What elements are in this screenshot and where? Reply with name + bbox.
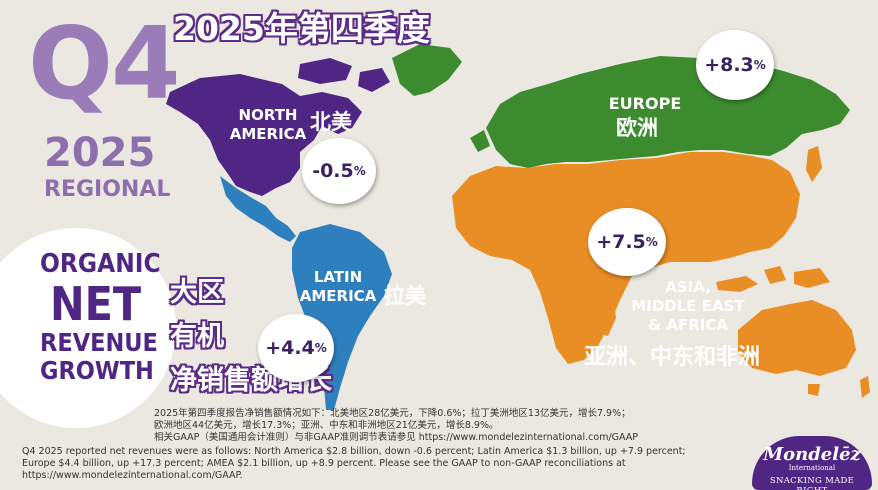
greenland-shape xyxy=(392,44,462,96)
na-name-line1: NORTH xyxy=(238,106,298,124)
page-title: 2025年第四季度 xyxy=(173,9,430,48)
regional-label: REGIONAL xyxy=(44,177,171,202)
central-america-shape xyxy=(220,176,296,242)
na-name-line2: AMERICA xyxy=(229,125,307,143)
region-zh-europe: 欧洲 xyxy=(616,116,658,140)
growth-bubble-latin-america: +4.4% xyxy=(258,314,334,382)
logo-subtitle: International xyxy=(788,464,836,472)
region-zh-latin-america: 拉美 xyxy=(384,284,426,308)
metric-line-growth: GROWTH xyxy=(40,356,154,385)
la-name-line2: AMERICA xyxy=(299,287,377,305)
footnote-en-line1: Q4 2025 reported net revenues were as fo… xyxy=(22,446,686,457)
footnote-english: Q4 2025 reported net revenues were as fo… xyxy=(22,446,722,482)
quarter-label: Q4 xyxy=(28,5,181,122)
region-label-europe: EUROPE xyxy=(608,94,682,113)
na-growth-unit: % xyxy=(353,164,366,178)
amea-name-line2: MIDDLE EAST xyxy=(631,297,745,315)
na-growth-value: -0.5 xyxy=(312,160,354,182)
logo-name: Mondelēz xyxy=(763,444,861,465)
metric-line-revenue: REVENUE xyxy=(40,328,158,357)
growth-bubble-amea: +7.5% xyxy=(588,208,666,276)
metric-disc xyxy=(0,228,176,428)
footnote-zh-line1: 2025年第四季度报告净销售额情况如下：北美地区28亿美元，下降0.6%；拉丁美… xyxy=(154,408,631,419)
region-zh-north-america: 北美 xyxy=(310,110,352,134)
metric-zh-line1: 大区 xyxy=(170,277,224,308)
footnote-zh-line3: 相关GAAP（美国通用会计准则）与非GAAP准则调节表请参见 https://w… xyxy=(154,432,638,443)
year-label: 2025 xyxy=(44,130,156,176)
amea-growth-unit: % xyxy=(645,235,658,249)
arctic-islands-shape xyxy=(298,58,352,84)
la-growth-value: +4.4 xyxy=(265,337,315,359)
amea-name-line1: ASIA, xyxy=(665,278,711,296)
region-zh-amea: 亚洲、中东和非洲 xyxy=(584,345,761,370)
metric-zh-line2: 有机 xyxy=(170,321,224,352)
growth-bubble-north-america: -0.5% xyxy=(302,138,376,204)
footnote-chinese: 2025年第四季度报告净销售额情况如下：北美地区28亿美元，下降0.6%；拉丁美… xyxy=(154,408,714,444)
eu-growth-value: +8.3 xyxy=(704,54,754,76)
footnote-en-line3: https://www.mondelezinternational.com/GA… xyxy=(22,470,243,481)
region-label-latin-america: LATIN AMERICA xyxy=(292,268,384,306)
australia-shape xyxy=(738,300,856,376)
footnote-en-line2: Europe $4.4 billion, up +17.3 percent; A… xyxy=(22,458,626,469)
north-america-shape xyxy=(166,74,362,196)
metric-line-organic: ORGANIC xyxy=(40,249,161,279)
logo-tagline: SNACKING MADE RIGHT xyxy=(769,476,855,490)
amea-name-line3: & AFRICA xyxy=(648,316,728,334)
eu-growth-unit: % xyxy=(753,58,766,72)
growth-bubble-europe: +8.3% xyxy=(696,30,774,100)
region-label-amea: ASIA, MIDDLE EAST & AFRICA xyxy=(628,278,748,335)
madagascar-shape xyxy=(600,300,616,336)
la-name-line1: LATIN xyxy=(313,268,363,286)
south-america-shape xyxy=(292,224,392,410)
metric-line-net: NET xyxy=(50,277,142,331)
footnote-zh-line2: 欧洲地区44亿美元，增长17.3%；亚洲、中东和非洲地区21亿美元，增长8.9%… xyxy=(154,420,499,431)
mondelez-logo xyxy=(752,436,872,490)
la-growth-unit: % xyxy=(314,341,327,355)
amea-growth-value: +7.5 xyxy=(596,231,646,253)
region-label-north-america: NORTH AMERICA xyxy=(222,106,314,144)
